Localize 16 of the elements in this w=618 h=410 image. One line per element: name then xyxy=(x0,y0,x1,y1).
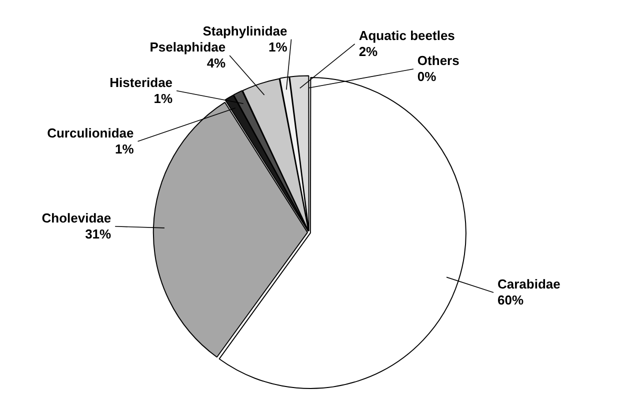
slice-label: Carabidae xyxy=(498,276,560,292)
slice-label: Staphylinidae xyxy=(202,23,288,38)
data-label: 4% xyxy=(206,56,226,71)
data-label: 1% xyxy=(114,141,134,156)
slice-label: Cholevidae xyxy=(42,210,112,226)
slice-label: Aquatic beetles xyxy=(358,28,455,44)
data-label: 60% xyxy=(498,292,524,308)
category-label: Others xyxy=(417,53,460,68)
slice-label: Curculionidae xyxy=(47,125,134,140)
data-label: 1% xyxy=(268,39,288,54)
slice-label: Pselaphidae xyxy=(150,40,226,55)
data-label: 2% xyxy=(358,44,378,60)
data-label: 1% xyxy=(154,90,173,106)
slice-label: Histeridae xyxy=(110,74,173,90)
text: 0% xyxy=(417,69,436,84)
data-label: 31% xyxy=(85,226,112,242)
